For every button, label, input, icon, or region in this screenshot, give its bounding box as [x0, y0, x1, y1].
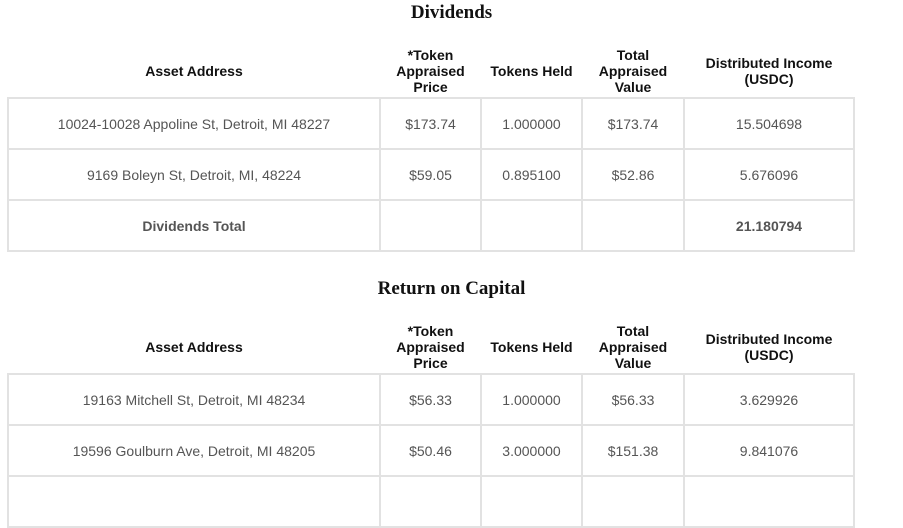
header-asset-address: Asset Address	[145, 339, 243, 355]
empty-cell	[480, 199, 583, 252]
cell-distributed-income: 9.841076	[683, 424, 855, 477]
cell-token-price: $50.46	[379, 424, 482, 477]
header-distributed-income: Distributed Income (USDC)	[705, 331, 833, 363]
dividends-title: Dividends	[410, 2, 493, 23]
dividends-total-row: Dividends Total 21.180794	[7, 199, 855, 252]
header-asset-address: Asset Address	[145, 63, 243, 79]
cell-distributed-income: 5.676096	[683, 148, 855, 201]
table-header-row: Asset Address *Token Appraised Price Tok…	[8, 321, 854, 374]
cell-token-price: $173.74	[379, 97, 482, 150]
cell-tokens-held: 1.000000	[480, 97, 583, 150]
return-on-capital-title: Return on Capital	[377, 278, 526, 299]
cell-asset-address: 19596 Goulburn Ave, Detroit, MI 48205	[7, 424, 381, 477]
cell-distributed-income: 3.629926	[683, 373, 855, 426]
table-row: 9169 Boleyn St, Detroit, MI, 48224 $59.0…	[7, 148, 855, 201]
cell-total-value: $151.38	[581, 424, 685, 477]
table-header-row: Asset Address *Token Appraised Price Tok…	[8, 45, 854, 98]
cell-total-value: $56.33	[581, 373, 685, 426]
dividends-total-label: Dividends Total	[7, 199, 381, 252]
empty-cell	[581, 199, 685, 252]
table-row: 19163 Mitchell St, Detroit, MI 48234 $56…	[7, 373, 855, 426]
cell-asset-address: 10024-10028 Appoline St, Detroit, MI 482…	[7, 97, 381, 150]
table-row: 10024-10028 Appoline St, Detroit, MI 482…	[7, 97, 855, 150]
cell-tokens-held: 3.000000	[480, 424, 583, 477]
table-row: 19596 Goulburn Ave, Detroit, MI 48205 $5…	[7, 424, 855, 477]
empty-cell	[379, 199, 482, 252]
header-total-appraised-value: Total Appraised Value	[598, 47, 668, 95]
table-row	[7, 475, 855, 528]
cell-total-value: $173.74	[581, 97, 685, 150]
cell-distributed-income: 15.504698	[683, 97, 855, 150]
cell-asset-address: 9169 Boleyn St, Detroit, MI, 48224	[7, 148, 381, 201]
empty-cell	[683, 475, 855, 528]
cell-token-price: $59.05	[379, 148, 482, 201]
header-tokens-held: Tokens Held	[490, 339, 573, 355]
empty-cell	[480, 475, 583, 528]
header-tokens-held: Tokens Held	[490, 63, 573, 79]
empty-cell	[7, 475, 381, 528]
header-token-appraised-price: *Token Appraised Price	[396, 323, 465, 371]
empty-cell	[581, 475, 685, 528]
dividends-table: Asset Address *Token Appraised Price Tok…	[7, 45, 855, 252]
cell-token-price: $56.33	[379, 373, 482, 426]
return-on-capital-table: Asset Address *Token Appraised Price Tok…	[7, 321, 855, 528]
cell-tokens-held: 1.000000	[480, 373, 583, 426]
cell-total-value: $52.86	[581, 148, 685, 201]
cell-asset-address: 19163 Mitchell St, Detroit, MI 48234	[7, 373, 381, 426]
header-token-appraised-price: *Token Appraised Price	[396, 47, 465, 95]
dividends-total-income: 21.180794	[683, 199, 855, 252]
header-distributed-income: Distributed Income (USDC)	[705, 55, 833, 87]
header-total-appraised-value: Total Appraised Value	[598, 323, 668, 371]
empty-cell	[379, 475, 482, 528]
cell-tokens-held: 0.895100	[480, 148, 583, 201]
